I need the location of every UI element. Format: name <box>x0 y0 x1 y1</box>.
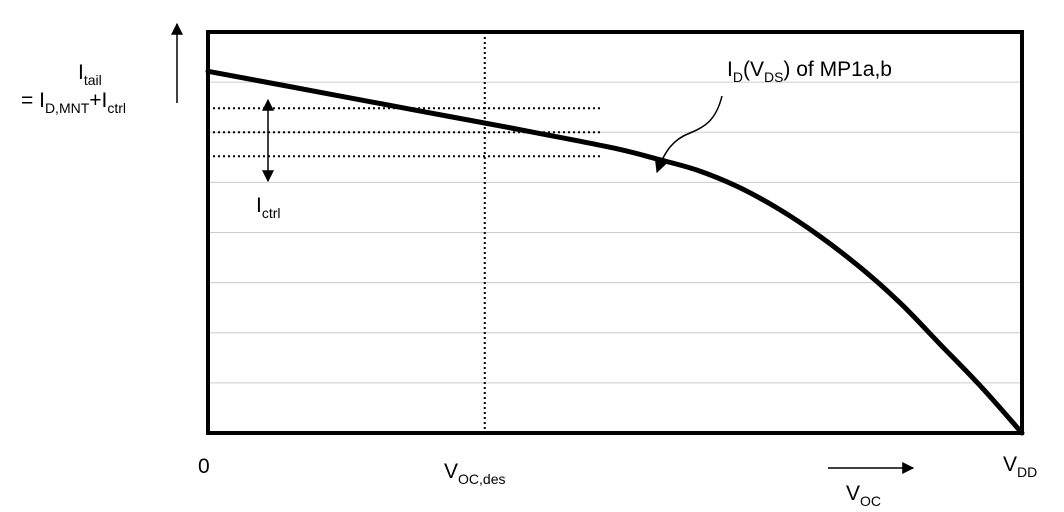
series-line-0 <box>205 68 1025 436</box>
y-axis-label-line1: Itail <box>78 61 102 88</box>
plot-frame <box>206 30 1024 435</box>
x-axis-label: VOC <box>846 482 881 509</box>
y-axis-label-line2: = ID,MNT+Ictrl <box>21 89 126 116</box>
curve-layer <box>205 68 1025 436</box>
pointer-arrow <box>655 95 723 174</box>
gridlines <box>208 81 1022 384</box>
series-label: ID(VDS) of MP1a,b <box>727 58 892 85</box>
x-tick-vdd: VDD <box>1003 453 1037 480</box>
x-tick-zero: 0 <box>198 455 210 478</box>
ctrl-label: Ictrl <box>256 194 281 221</box>
x-tick-voc-des: VOC,des <box>444 460 505 487</box>
